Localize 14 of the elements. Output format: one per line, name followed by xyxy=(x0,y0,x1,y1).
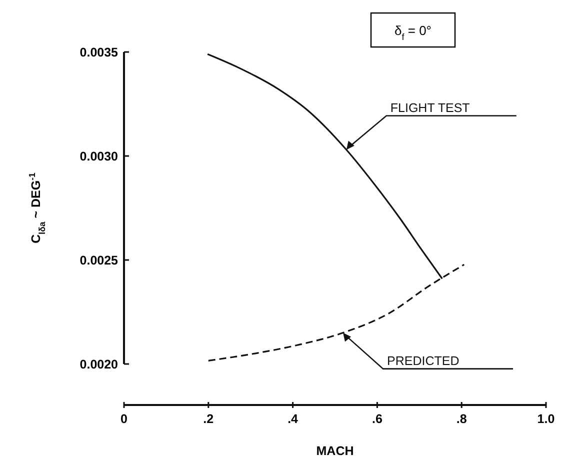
x-tick-label: .4 xyxy=(288,412,298,426)
y-tick-label: 0.0025 xyxy=(80,253,118,268)
text: FLIGHT TEST xyxy=(390,100,470,115)
x-tick-label: 0 xyxy=(120,412,128,426)
x-axis-title: MACH xyxy=(316,444,354,458)
y-tick-label: 0.0030 xyxy=(80,149,118,164)
x-tick-label: .2 xyxy=(203,412,214,426)
x-tick-label: .6 xyxy=(372,412,382,426)
y-tick-label: 0.0020 xyxy=(80,357,118,372)
x-tick-label: .8 xyxy=(456,412,467,426)
x-tick-label: 1.0 xyxy=(537,412,555,426)
text: PREDICTED xyxy=(387,354,460,368)
y-tick-label: 0.0035 xyxy=(80,45,118,60)
text: δ$_{f}$ = 0° xyxy=(394,23,432,42)
